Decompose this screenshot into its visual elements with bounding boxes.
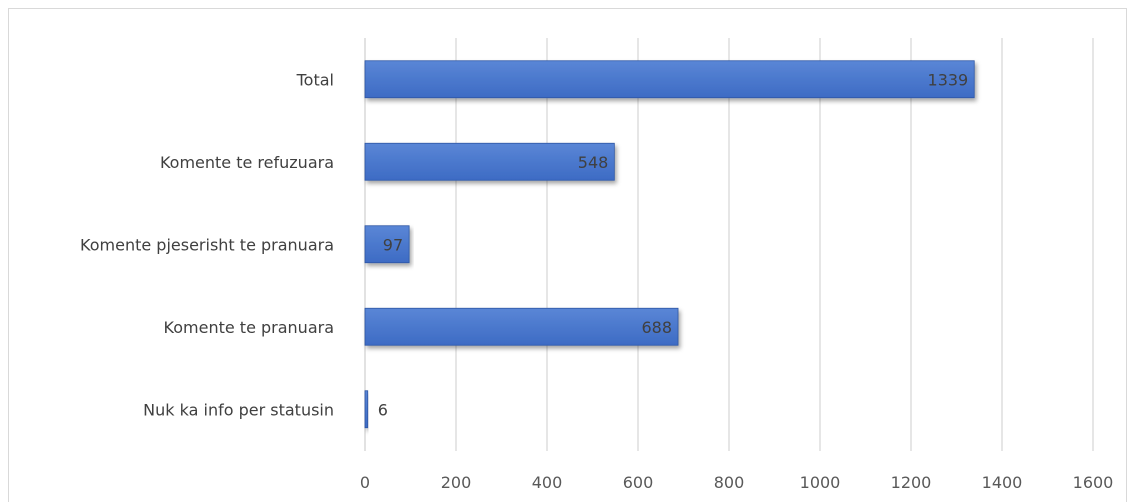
bar bbox=[364, 142, 615, 181]
x-tick-label: 1000 bbox=[800, 473, 841, 492]
category-label: Komente te pranuara bbox=[164, 318, 334, 337]
x-tick-label: 400 bbox=[532, 473, 563, 492]
chart-frame bbox=[8, 8, 1127, 502]
bar bbox=[364, 390, 369, 429]
bars bbox=[364, 60, 975, 429]
x-tick-label: 1600 bbox=[1073, 473, 1114, 492]
data-label: 1339 bbox=[928, 70, 969, 89]
bar bbox=[364, 225, 410, 264]
category-label: Total bbox=[296, 70, 334, 89]
bar bbox=[364, 60, 975, 99]
labels: 0 200 400 600 800 1000 1200 1400 1600 Total 1339 Ko… bbox=[80, 70, 1113, 492]
data-label: 688 bbox=[641, 318, 672, 337]
bar bbox=[364, 307, 679, 346]
x-tick-label: 1200 bbox=[891, 473, 932, 492]
category-label: Komente pjeserisht te pranuara bbox=[80, 235, 334, 254]
x-tick-label: 800 bbox=[714, 473, 745, 492]
gridlines bbox=[364, 38, 1094, 451]
x-tick-label: 1400 bbox=[982, 473, 1023, 492]
category-label: Komente te refuzuara bbox=[160, 153, 334, 172]
category-label: Nuk ka info per statusin bbox=[143, 400, 334, 419]
data-label: 6 bbox=[378, 400, 388, 419]
x-tick-label: 600 bbox=[623, 473, 654, 492]
x-tick-label: 0 bbox=[360, 473, 370, 492]
data-label: 548 bbox=[578, 153, 609, 172]
data-label: 97 bbox=[383, 235, 403, 254]
x-tick-label: 200 bbox=[441, 473, 472, 492]
